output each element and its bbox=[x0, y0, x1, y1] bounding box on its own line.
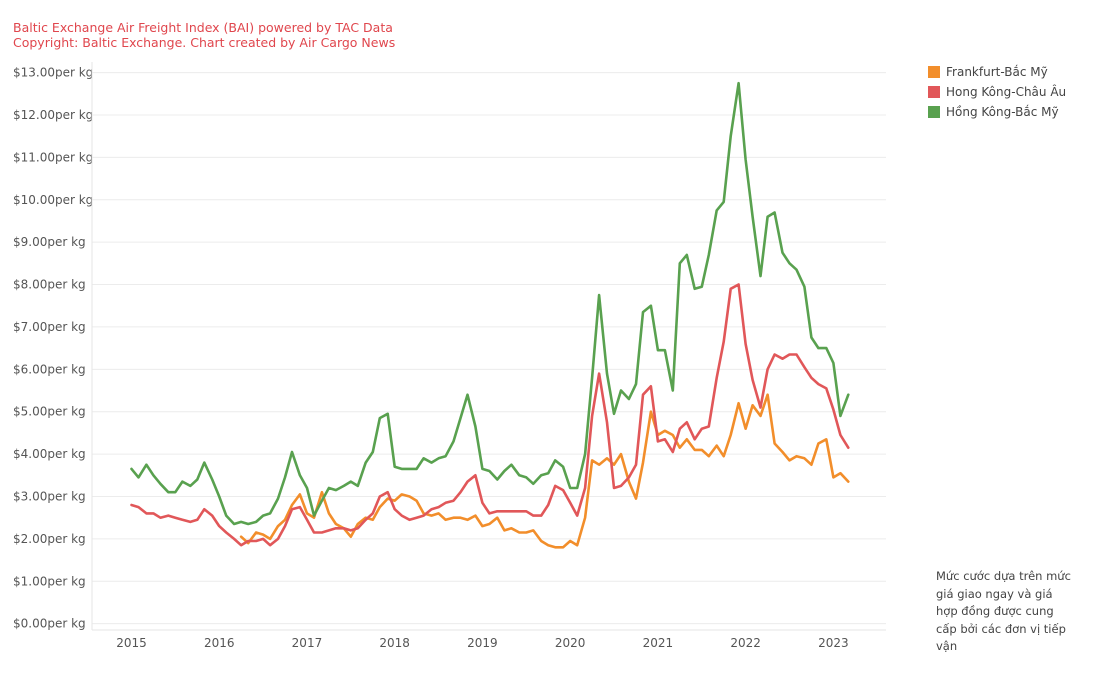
legend-item-hongkong-north-america[interactable]: Hồng Kông-Bắc Mỹ bbox=[928, 102, 1066, 122]
legend-label-hongkong-europe: Hong Kông-Châu Âu bbox=[946, 85, 1067, 99]
x-tick-label: 2015 bbox=[116, 636, 147, 650]
axes: $0.00per kg $1.00per kg $2.00per kg $3.00pe… bbox=[13, 62, 886, 650]
y-tick-label: $11.00per kg bbox=[13, 150, 93, 164]
series-line-0[interactable] bbox=[239, 393, 850, 549]
rate-note: Mức cước dựa trên mức giá giao ngay và g… bbox=[936, 569, 1071, 653]
legend-item-hongkong-europe[interactable]: Hong Kông-Châu Âu bbox=[928, 82, 1066, 102]
gridlines bbox=[92, 72, 886, 625]
series-lines bbox=[130, 81, 850, 549]
y-tick-label: $9.00per kg bbox=[13, 235, 86, 249]
series-line-2[interactable] bbox=[130, 81, 850, 526]
chart-source: Baltic Exchange Air Freight Index (BAI) … bbox=[13, 20, 395, 50]
y-tick-label: $13.00per kg bbox=[13, 66, 93, 80]
y-tick-label: $7.00per kg bbox=[13, 320, 86, 334]
source-line-2: Copyright: Baltic Exchange. Chart create… bbox=[13, 35, 396, 50]
y-tick-label: $0.00per kg bbox=[13, 617, 86, 631]
legend-swatch-frankfurt bbox=[928, 66, 940, 78]
x-tick-label: 2016 bbox=[204, 636, 235, 650]
legend-label-frankfurt: Frankfurt-Bắc Mỹ bbox=[946, 65, 1048, 79]
legend-swatch-hongkong-europe bbox=[928, 86, 940, 98]
x-tick-label: 2020 bbox=[555, 636, 586, 650]
legend-item-frankfurt[interactable]: Frankfurt-Bắc Mỹ bbox=[928, 62, 1066, 82]
legend: Frankfurt-Bắc Mỹ Hong Kông-Châu Âu Hồng … bbox=[928, 62, 1066, 122]
y-tick-label: $2.00per kg bbox=[13, 532, 86, 546]
y-tick-label: $5.00per kg bbox=[13, 405, 86, 419]
y-tick-label: $8.00per kg bbox=[13, 278, 86, 292]
legend-swatch-hongkong-north-america bbox=[928, 106, 940, 118]
x-tick-label: 2023 bbox=[818, 636, 849, 650]
legend-label-hongkong-north-america: Hồng Kông-Bắc Mỹ bbox=[946, 105, 1059, 119]
x-tick-label: 2019 bbox=[467, 636, 498, 650]
series-line-1[interactable] bbox=[130, 283, 850, 547]
source-line-1: Baltic Exchange Air Freight Index (BAI) … bbox=[13, 20, 393, 35]
x-tick-label: 2018 bbox=[379, 636, 410, 650]
y-tick-label: $3.00per kg bbox=[13, 489, 86, 503]
y-tick-label: $10.00per kg bbox=[13, 193, 93, 207]
x-tick-label: 2017 bbox=[292, 636, 323, 650]
x-tick-label: 2021 bbox=[643, 636, 674, 650]
x-tick-label: 2022 bbox=[730, 636, 761, 650]
y-tick-label: $12.00per kg bbox=[13, 108, 93, 122]
y-tick-label: $1.00per kg bbox=[13, 574, 86, 588]
y-tick-label: $4.00per kg bbox=[13, 447, 86, 461]
y-tick-label: $6.00per kg bbox=[13, 362, 86, 376]
